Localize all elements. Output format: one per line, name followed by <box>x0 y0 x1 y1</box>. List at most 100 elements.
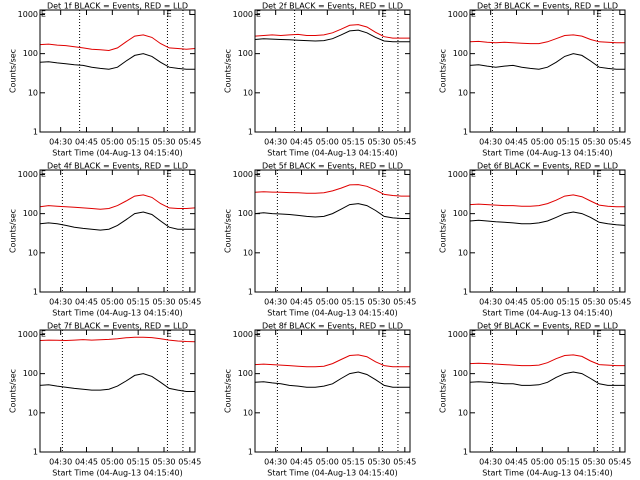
x-tick-label: 04:30 <box>479 298 502 307</box>
y-axis-label: Counts/sec <box>224 369 233 413</box>
x-tick-label: 05:30 <box>152 298 175 307</box>
x-tick-label: 04:45 <box>290 458 313 467</box>
y-axis-label: Counts/sec <box>9 369 18 413</box>
plot-frame <box>254 329 411 453</box>
x-tick-label: 05:30 <box>367 458 390 467</box>
y-axis-label: Counts/sec <box>439 209 448 253</box>
y-tick-label: 10 <box>458 248 468 257</box>
x-tick-label: 04:45 <box>75 458 98 467</box>
x-tick-label: 05:30 <box>582 458 605 467</box>
y-tick-label: 1 <box>33 128 38 137</box>
plot-frame <box>469 169 626 293</box>
event-marker: E <box>382 170 387 179</box>
y-axis-label: Counts/sec <box>224 49 233 93</box>
x-tick-label: 04:30 <box>49 298 72 307</box>
series-line <box>39 373 195 392</box>
y-tick-label: 1000 <box>448 170 468 179</box>
x-tick-label: 04:45 <box>75 138 98 147</box>
series-line <box>469 211 626 226</box>
x-tick-label: 05:00 <box>316 138 339 147</box>
x-tick-label: 04:30 <box>479 138 502 147</box>
series-line <box>469 371 625 386</box>
event-marker: E <box>382 330 387 339</box>
x-tick-label: 05:00 <box>531 458 554 467</box>
x-tick-label: 04:30 <box>264 298 287 307</box>
y-tick-label: 1 <box>33 448 38 457</box>
y-axis-label: Counts/sec <box>439 49 448 93</box>
event-marker: E <box>256 170 261 179</box>
chart-title: Det 2f BLACK = Events, RED = LLD <box>262 2 403 11</box>
plot-frame <box>254 169 411 293</box>
series-line <box>39 34 196 52</box>
x-tick-label: 05:15 <box>342 138 365 147</box>
event-marker: E <box>167 330 172 339</box>
event-marker: E <box>41 330 46 339</box>
series-line <box>469 53 625 70</box>
y-tick-label: 100 <box>453 369 468 378</box>
series-line <box>39 211 195 231</box>
y-tick-label: 100 <box>238 49 253 58</box>
series-line <box>254 203 410 219</box>
y-tick-label: 1000 <box>18 10 38 19</box>
event-marker: E <box>597 170 602 179</box>
y-tick-label: 1000 <box>233 170 253 179</box>
plot-frame <box>469 9 626 133</box>
x-axis-label: Start Time (04-Aug-13 04:15:40) <box>267 469 398 478</box>
y-tick-label: 1000 <box>448 330 468 339</box>
y-tick-label: 10 <box>28 88 38 97</box>
y-tick-label: 10 <box>28 248 38 257</box>
x-tick-label: 05:30 <box>582 298 605 307</box>
y-tick-label: 10 <box>458 408 468 417</box>
plot-frame <box>254 9 411 133</box>
x-tick-label: 05:30 <box>582 138 605 147</box>
y-tick-label: 10 <box>243 248 253 257</box>
x-tick-label: 04:45 <box>505 458 528 467</box>
x-axis-label: Start Time (04-Aug-13 04:15:40) <box>482 469 613 478</box>
event-marker: E <box>256 10 261 19</box>
series-line <box>469 194 625 208</box>
x-axis-label: Start Time (04-Aug-13 04:15:40) <box>52 309 183 318</box>
event-marker: E <box>167 10 172 19</box>
y-tick-label: 1000 <box>448 10 468 19</box>
event-marker: E <box>471 170 476 179</box>
plot-frame <box>39 329 196 453</box>
y-tick-label: 1000 <box>18 170 38 179</box>
y-tick-label: 1 <box>33 288 38 297</box>
x-axis-label: Start Time (04-Aug-13 04:15:40) <box>482 309 613 318</box>
x-axis-label: Start Time (04-Aug-13 04:15:40) <box>267 309 398 318</box>
event-marker: E <box>256 330 261 339</box>
x-tick-label: 05:00 <box>101 458 124 467</box>
y-tick-label: 100 <box>453 49 468 58</box>
y-tick-label: 1 <box>463 128 468 137</box>
series-line <box>39 336 196 343</box>
series-line <box>254 354 410 368</box>
series-line <box>469 354 625 367</box>
plot-frame <box>39 9 196 133</box>
chart-title: Det 7f BLACK = Events, RED = LLD <box>47 322 188 331</box>
series-line <box>39 53 195 70</box>
chart-title: Det 8f BLACK = Events, RED = LLD <box>262 322 403 331</box>
x-tick-label: 04:45 <box>505 298 528 307</box>
x-tick-label: 05:15 <box>342 458 365 467</box>
x-tick-label: 05:15 <box>557 458 580 467</box>
x-tick-label: 04:30 <box>264 458 287 467</box>
chart-title: Det 4f BLACK = Events, RED = LLD <box>47 162 188 171</box>
y-tick-label: 100 <box>23 49 38 58</box>
x-tick-label: 05:45 <box>608 298 631 307</box>
y-axis-label: Counts/sec <box>224 209 233 253</box>
y-tick-label: 100 <box>23 369 38 378</box>
y-tick-label: 1000 <box>233 10 253 19</box>
chart-title: Det 1f BLACK = Events, RED = LLD <box>47 2 188 11</box>
x-tick-label: 05:15 <box>127 138 150 147</box>
y-axis-label: Counts/sec <box>439 369 448 413</box>
event-marker: E <box>471 330 476 339</box>
y-tick-label: 10 <box>243 88 253 97</box>
y-tick-label: 100 <box>238 209 253 218</box>
series-line <box>254 371 410 388</box>
chart-title: Det 6f BLACK = Events, RED = LLD <box>477 162 618 171</box>
x-tick-label: 04:45 <box>290 138 313 147</box>
x-tick-label: 05:45 <box>178 298 201 307</box>
x-tick-label: 05:00 <box>531 298 554 307</box>
y-tick-label: 1 <box>463 448 468 457</box>
